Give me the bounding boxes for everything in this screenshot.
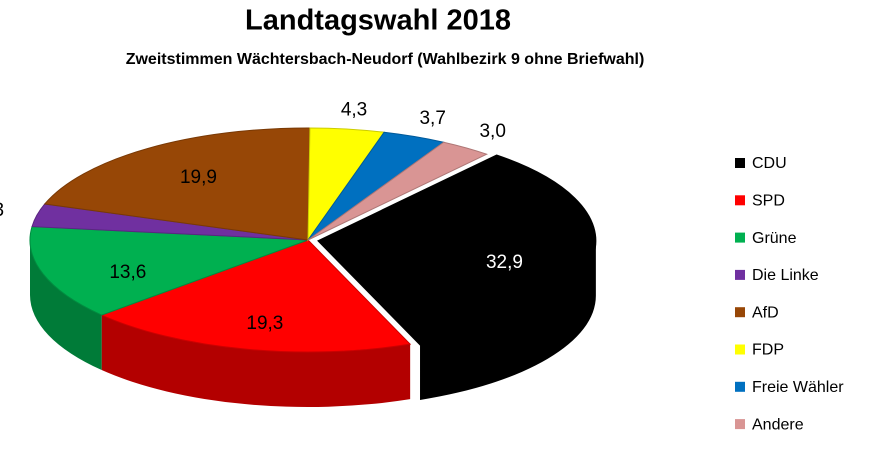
legend-swatch <box>735 381 745 392</box>
legend-label: AfD <box>752 304 779 321</box>
slice <box>29 226 309 316</box>
slice <box>100 239 412 353</box>
slice <box>307 141 489 241</box>
chart-subtitle: Zweitstimmen Wächtersbach-Neudorf (Wahlb… <box>126 51 645 68</box>
legend-label: Die Linke <box>752 267 819 284</box>
pie-sides <box>30 240 596 408</box>
legend-swatch <box>735 344 745 355</box>
data-label: 19,9 <box>180 167 217 188</box>
legend-label: SPD <box>752 193 785 210</box>
data-label: 13,6 <box>109 262 146 283</box>
legend-label: Andere <box>752 416 804 433</box>
data-label: 4,3 <box>341 99 367 120</box>
legend-swatch <box>735 232 745 243</box>
pie-tops <box>29 127 597 353</box>
legend-swatch <box>735 419 745 430</box>
data-label: 19,3 <box>246 313 283 334</box>
slice-side <box>420 240 596 400</box>
legend-swatch <box>735 307 745 318</box>
slice-side <box>101 315 411 408</box>
slice-side <box>30 240 102 371</box>
data-label: 3,0 <box>479 121 505 142</box>
legend-label: Grüne <box>752 230 797 247</box>
chart-title: Landtagswahl 2018 <box>245 5 511 37</box>
data-label: 32,9 <box>486 252 523 273</box>
slice <box>317 154 597 346</box>
data-labels: 32,9 19,3 13,6 3,3 19,9 4,3 3,7 3,0 <box>0 99 523 334</box>
data-label: 3,7 <box>419 108 445 129</box>
legend-label: CDU <box>752 155 787 172</box>
slice <box>43 127 311 241</box>
legend-swatch <box>735 158 745 168</box>
legend-label: Freie Wähler <box>752 379 844 396</box>
legend-label: FDP <box>752 342 784 359</box>
data-label: 3,3 <box>0 200 4 221</box>
legend: CDU SPD Grüne Die Linke AfD FDP Freie Wähler An… <box>735 155 844 433</box>
legend-swatch <box>735 195 745 206</box>
legend-swatch <box>735 269 745 280</box>
